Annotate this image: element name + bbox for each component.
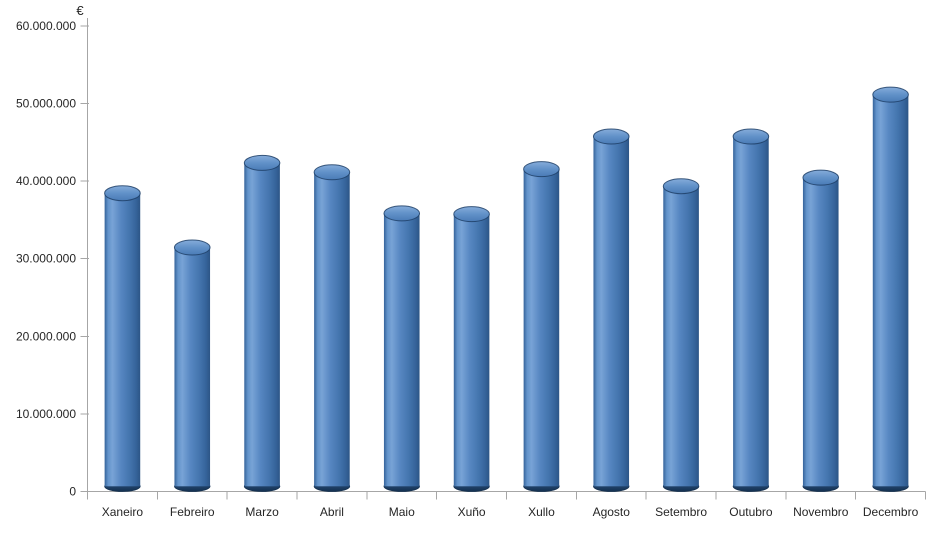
- y-tick-label: 50.000.000: [16, 96, 76, 110]
- bar-top-face: [383, 205, 421, 222]
- bar-top-face: [243, 154, 281, 171]
- bar-body: [802, 177, 839, 487]
- bar-top-face: [732, 128, 770, 145]
- currency-axis-label: €: [76, 3, 84, 18]
- bar-body: [593, 136, 630, 487]
- bar-maio: [383, 205, 421, 492]
- bar-outubro: [732, 128, 770, 492]
- x-category-label: Febreiro: [170, 505, 215, 519]
- bar-top-face: [872, 86, 909, 103]
- x-category-label: Outubro: [729, 505, 773, 519]
- bar-top-face: [313, 164, 351, 181]
- bar-setembro: [662, 178, 700, 492]
- y-tick-label: 40.000.000: [16, 174, 76, 188]
- bar-top-face: [523, 161, 560, 178]
- bar-body: [383, 213, 420, 487]
- bar-top-face: [662, 178, 700, 195]
- x-category-label: Marzo: [245, 505, 279, 519]
- bar-body: [523, 169, 560, 487]
- bar-decembro: [872, 86, 909, 492]
- bar-top-face: [802, 169, 840, 186]
- bar-xu-o: [453, 206, 490, 492]
- y-tick-label: 60.000.000: [16, 19, 76, 33]
- bar-body: [872, 94, 909, 487]
- bar-marzo: [243, 154, 281, 492]
- bar-body: [663, 186, 699, 487]
- x-category-label: Xullo: [528, 505, 555, 519]
- x-category-label: Setembro: [655, 505, 707, 519]
- bar-body: [733, 136, 769, 487]
- x-category-label: Decembro: [863, 505, 919, 519]
- x-category-label: Novembro: [793, 505, 849, 519]
- bar-body: [104, 193, 141, 487]
- bar-xaneiro: [104, 185, 141, 492]
- bar-body: [314, 172, 350, 487]
- x-category-label: Xaneiro: [102, 505, 144, 519]
- y-tick-label: 0: [69, 485, 76, 499]
- bar-top-face: [592, 128, 630, 145]
- x-category-label: Xuño: [458, 505, 486, 519]
- bar-top-face: [104, 185, 141, 202]
- bar-body: [453, 214, 490, 487]
- x-category-label: Agosto: [593, 505, 631, 519]
- bar-xullo: [523, 161, 560, 492]
- bar-top-face: [173, 239, 211, 256]
- bar-agosto: [592, 128, 630, 492]
- y-tick-label: 20.000.000: [16, 329, 76, 343]
- y-tick-label: 10.000.000: [16, 407, 76, 421]
- bar-body: [174, 247, 211, 487]
- bar-body: [244, 162, 280, 487]
- x-category-label: Abril: [320, 505, 344, 519]
- x-category-label: Maio: [389, 505, 415, 519]
- bar-abril: [313, 164, 351, 492]
- y-tick-label: 30.000.000: [16, 252, 76, 266]
- bar-novembro: [802, 169, 840, 492]
- bar-febreiro: [173, 239, 211, 492]
- bar-top-face: [453, 206, 490, 223]
